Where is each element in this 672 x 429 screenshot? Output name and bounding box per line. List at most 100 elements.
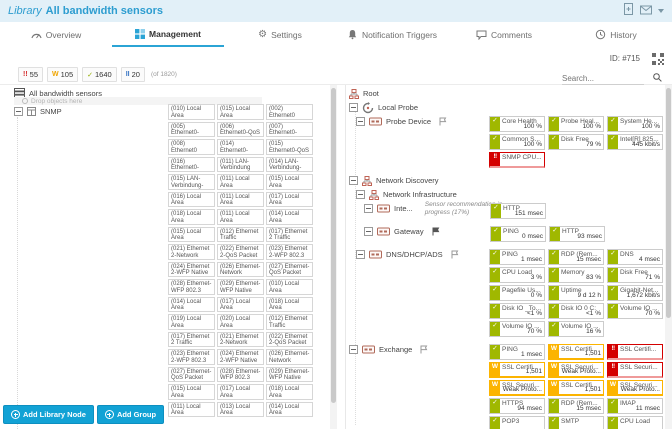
library-sensor-item[interactable]: (024) Ethernet 2-WFP Native [217, 349, 264, 365]
sensor-tile-system-he[interactable]: ✓ System He... 100 % [607, 116, 663, 132]
sensor-tile-uptime[interactable]: ✓ Uptime 9 d 12 h [548, 285, 604, 301]
sensor-tile-gigabit-net[interactable]: ✓ Gigabit-Net... 1,672 kbit/s [607, 285, 663, 301]
collapse-icon[interactable] [364, 204, 373, 213]
sensor-tile-ssl-certifi[interactable]: W SSL Certifi... 1,501 [548, 380, 604, 396]
tab-overview[interactable]: Overview [0, 22, 112, 47]
sensor-tile-cpu-load[interactable]: ✓ CPU Load 3 % [489, 267, 545, 283]
library-sensor-item[interactable]: (024) Ethernet 2-WFP Native [168, 261, 215, 277]
tree-node-label[interactable]: Root [363, 89, 379, 98]
library-sensor-item[interactable]: (017) Local Area [217, 296, 264, 312]
status-chip-down[interactable]: !! 55 [18, 67, 44, 82]
library-sensor-item[interactable]: (018) Local Area [266, 384, 313, 400]
tree-node-label[interactable]: Exchange [379, 345, 413, 354]
sensor-tile-memory[interactable]: ✓ Memory 83 % [548, 267, 604, 283]
library-sensor-item[interactable]: (018) Local Area [266, 296, 313, 312]
library-sensor-item[interactable]: (016) Local Area [168, 191, 215, 207]
status-chip-paused[interactable]: II 20 [120, 67, 145, 82]
library-sensor-item[interactable]: (019) Local Area [168, 314, 215, 330]
library-sensor-item[interactable]: (017) Local Area [266, 191, 313, 207]
library-sensor-item[interactable]: (028) Ethernet-WFP 802.3 [217, 366, 264, 382]
tree-node-label[interactable]: Probe Device [386, 117, 432, 126]
sensor-tile-ssl-securi[interactable]: W SSL Securi... Weak Proto... [548, 362, 604, 378]
library-sensor-item[interactable]: (029) Ethernet-WFP Native [266, 366, 313, 382]
sensor-tile-disk-free[interactable]: ✓ Disk Free 71 % [607, 267, 663, 283]
tree-node-label[interactable]: Gateway [394, 227, 424, 236]
library-sensor-item[interactable]: (013) Local Area [217, 401, 264, 417]
header-menu-caret-icon[interactable] [658, 9, 664, 13]
collapse-icon[interactable] [349, 176, 358, 185]
library-sensor-item[interactable]: (023) Ethernet 2-WFP 802.3 [168, 349, 215, 365]
library-sensor-item[interactable]: (021) Ethernet 2-Network [217, 331, 264, 347]
collapse-icon[interactable] [14, 107, 23, 116]
tab-comments[interactable]: Comments [448, 22, 560, 47]
library-sensor-item[interactable]: (017) Ethernet 2 Traffic [168, 331, 215, 347]
library-sensor-item[interactable]: (010) Local Area [266, 279, 313, 295]
sensor-tile-ssl-certifi[interactable]: !! SSL Certifi... [607, 344, 663, 360]
library-sensor-item[interactable]: (008) Ethernet0 Traffic [168, 139, 215, 155]
right-scrollbar-thumb[interactable] [666, 88, 671, 318]
sensor-tile-ping[interactable]: ✓ PING 0 msec [490, 226, 546, 242]
sensor-tile-probe-heal[interactable]: ✓ Probe Heal... 100 % [548, 116, 604, 132]
library-sensor-item[interactable]: (015) Local Area [266, 174, 313, 190]
library-sensor-item[interactable]: (029) Ethernet-WFP Native [217, 279, 264, 295]
library-root-label[interactable]: All bandwidth sensors [29, 88, 102, 98]
add-library-node-button[interactable]: Add Library Node [3, 405, 94, 424]
sensor-tile-http[interactable]: ✓ HTTP 151 msec [490, 203, 546, 219]
library-sensor-item[interactable]: (007) Ethernet0-WFP 802.3 [266, 121, 313, 137]
flag-icon[interactable] [439, 117, 447, 126]
left-scrollbar-thumb[interactable] [331, 88, 336, 403]
tree-node-label[interactable]: Local Probe [378, 103, 419, 112]
flag-icon[interactable] [420, 345, 428, 354]
sensor-tile-cpu-load[interactable]: ✓ CPU Load [607, 416, 663, 429]
library-sensor-item[interactable]: (017) Ethernet 2 Traffic [266, 226, 313, 242]
tree-node-label[interactable]: Inte... [394, 204, 413, 213]
library-sensor-item[interactable]: (006) Ethernet0-QoS Packet [217, 121, 264, 137]
sensor-tile-dns[interactable]: ✓ DNS 4 msec [607, 249, 663, 265]
library-sensor-item[interactable]: (017) Local Area [217, 384, 264, 400]
sensor-tile-ssl-securi[interactable]: W SSL Securi... Weak Proto... [607, 380, 663, 396]
library-sensor-item[interactable]: (014) Local Area [266, 401, 313, 417]
library-sensor-item[interactable]: (022) Ethernet 2-QoS Packet [217, 244, 264, 260]
library-sensor-item[interactable]: (005) Ethernet0-WFP Native [168, 121, 215, 137]
library-sensor-item[interactable]: (022) Ethernet 2-QoS Packet [266, 331, 313, 347]
library-sensor-item[interactable]: (014) Local Area [266, 209, 313, 225]
library-sensor-item[interactable]: (011) Local Area [217, 191, 264, 207]
library-node-label[interactable]: SNMP [40, 107, 62, 116]
sensor-tile-rdp-rem[interactable]: ✓ RDP (Rem... 15 msec [548, 398, 604, 414]
library-sensor-item[interactable]: (015) LAN-Verbindung- [168, 174, 215, 190]
tree-node-label[interactable]: DNS/DHCP/ADS [386, 250, 443, 259]
library-sensor-item[interactable]: (012) Ethernet Traffic [217, 226, 264, 242]
library-sensor-item[interactable]: (002) Ethernet0 Traffic [266, 104, 313, 120]
library-sensor-item[interactable]: (011) Local Area [168, 401, 215, 417]
sensor-tile-http[interactable]: ✓ HTTP 93 msec [549, 226, 605, 242]
sensor-tile-core-health[interactable]: ✓ Core Health 100 % [489, 116, 545, 132]
sensor-tile-ssl-securi[interactable]: !! SSL Securi... [607, 362, 663, 378]
library-sensor-item[interactable]: (018) Local Area [168, 209, 215, 225]
library-sensor-item[interactable]: (016) Ethernet0-WFP 802.3 [168, 156, 215, 172]
tree-node-label[interactable]: Network Infrastructure [383, 190, 457, 199]
sensor-tile-rdp-rem[interactable]: ✓ RDP (Rem... 15 msec [548, 249, 604, 265]
library-sensor-item[interactable]: (027) Ethernet-QoS Packet [266, 261, 313, 277]
library-sensor-item[interactable]: (027) Ethernet-QoS Packet [168, 366, 215, 382]
library-sensor-item[interactable]: (011) LAN-Verbindung [217, 156, 264, 172]
report-icon[interactable] [623, 2, 634, 20]
sensor-tile-disk-free[interactable]: ✓ Disk Free 79 % [548, 134, 604, 150]
status-chip-warning[interactable]: W 105 [47, 67, 79, 82]
flag-icon[interactable] [432, 227, 440, 236]
sensor-tile-intel-r-825[interactable]: ✓ Intel[R] 825... 445 kbit/s [607, 134, 663, 150]
tab-notification-triggers[interactable]: Notification Triggers [336, 22, 448, 47]
sensor-tile-snmp-cpu[interactable]: !! SNMP CPU... [489, 152, 545, 168]
status-chip-up[interactable]: ✓ 1640 [82, 67, 117, 82]
add-group-button[interactable]: Add Group [96, 405, 165, 424]
right-scrollbar[interactable] [665, 85, 672, 429]
tab-history[interactable]: History [560, 22, 672, 47]
sensor-tile-ping[interactable]: ✓ PING 1 msec [489, 249, 545, 265]
sensor-tile-ssl-certifi[interactable]: W SSL Certifi... 1,501 [489, 362, 545, 378]
sensor-tile-disk-io-to[interactable]: ✓ Disk IO _To... <1 % [489, 303, 545, 319]
library-node-snmp[interactable]: SNMP [14, 107, 62, 116]
collapse-icon[interactable] [356, 190, 365, 199]
sensor-tile-https[interactable]: ✓ HTTPS 94 msec [489, 398, 545, 414]
sensor-tile-volume-io[interactable]: ✓ Volume IO ... 70 % [489, 321, 545, 337]
library-sensor-item[interactable]: (021) Ethernet 2-Network [168, 244, 215, 260]
library-sensor-item[interactable]: (012) Ethernet Traffic [266, 314, 313, 330]
